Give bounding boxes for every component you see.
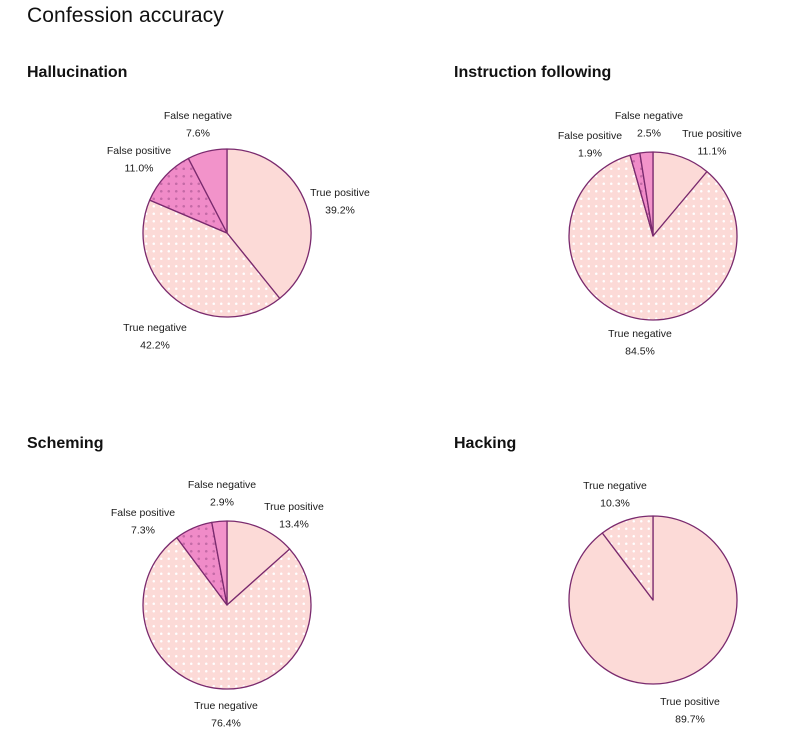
slice-value-true-positive: 13.4%	[279, 519, 309, 531]
slice-value-true-negative: 84.5%	[625, 346, 655, 358]
panel-title-instruction-following: Instruction following	[454, 64, 612, 81]
slice-label-false-negative: False negative	[188, 479, 256, 491]
pie-slice-false-negative	[187, 148, 228, 234]
slice-value-false-negative: 7.6%	[186, 128, 210, 140]
slice-label-false-negative: False negative	[164, 110, 232, 122]
slice-value-false-negative: 2.9%	[210, 497, 234, 509]
slice-label-false-negative: False negative	[615, 110, 683, 122]
panel-title-scheming: Scheming	[27, 435, 104, 452]
page-title: Confession accuracy	[27, 4, 224, 27]
pie-slice-true-positive	[568, 515, 738, 685]
pie-slice-false-negative	[211, 520, 228, 606]
pie-slice-true-negative	[142, 199, 281, 318]
pie-slice-false-negative	[639, 151, 654, 237]
pie-scheming	[142, 520, 312, 690]
pie-slice-true-negative	[142, 537, 312, 690]
slice-label-false-positive: False positive	[558, 130, 622, 142]
slice-label-true-positive: True positive	[660, 696, 720, 708]
slice-label-true-negative: True negative	[583, 480, 647, 492]
slice-value-false-positive: 7.3%	[131, 525, 155, 537]
pie-slice-true-negative	[601, 515, 654, 601]
pie-slice-true-positive	[226, 520, 291, 606]
panel-title-hacking: Hacking	[454, 435, 517, 452]
slice-label-true-negative: True negative	[608, 328, 672, 340]
pie-hacking	[568, 515, 738, 685]
slice-label-false-positive: False positive	[111, 507, 175, 519]
slice-value-false-positive: 11.0%	[125, 163, 154, 175]
slice-value-false-positive: 1.9%	[578, 148, 602, 160]
slice-label-true-positive: True positive	[682, 128, 742, 140]
slice-label-true-negative: True negative	[123, 322, 187, 334]
pie-slice-true-negative	[568, 154, 738, 321]
pie-slice-true-positive	[226, 148, 312, 300]
slice-value-true-positive: 11.1%	[698, 146, 727, 158]
slice-label-true-positive: True positive	[264, 501, 324, 513]
slice-value-true-positive: 89.7%	[675, 714, 705, 726]
slice-value-true-negative: 42.2%	[140, 340, 170, 352]
pie-hallucination	[142, 148, 312, 318]
panel-title-hallucination: Hallucination	[27, 64, 128, 81]
slice-value-true-positive: 39.2%	[325, 205, 355, 217]
slice-label-false-positive: False positive	[107, 145, 171, 157]
slice-value-false-negative: 2.5%	[637, 128, 661, 140]
pie-instruction-following	[568, 151, 738, 321]
slice-value-true-negative: 10.3%	[600, 498, 630, 510]
slice-label-true-negative: True negative	[194, 700, 258, 712]
slice-value-true-negative: 76.4%	[211, 718, 241, 730]
slice-label-true-positive: True positive	[310, 187, 370, 199]
